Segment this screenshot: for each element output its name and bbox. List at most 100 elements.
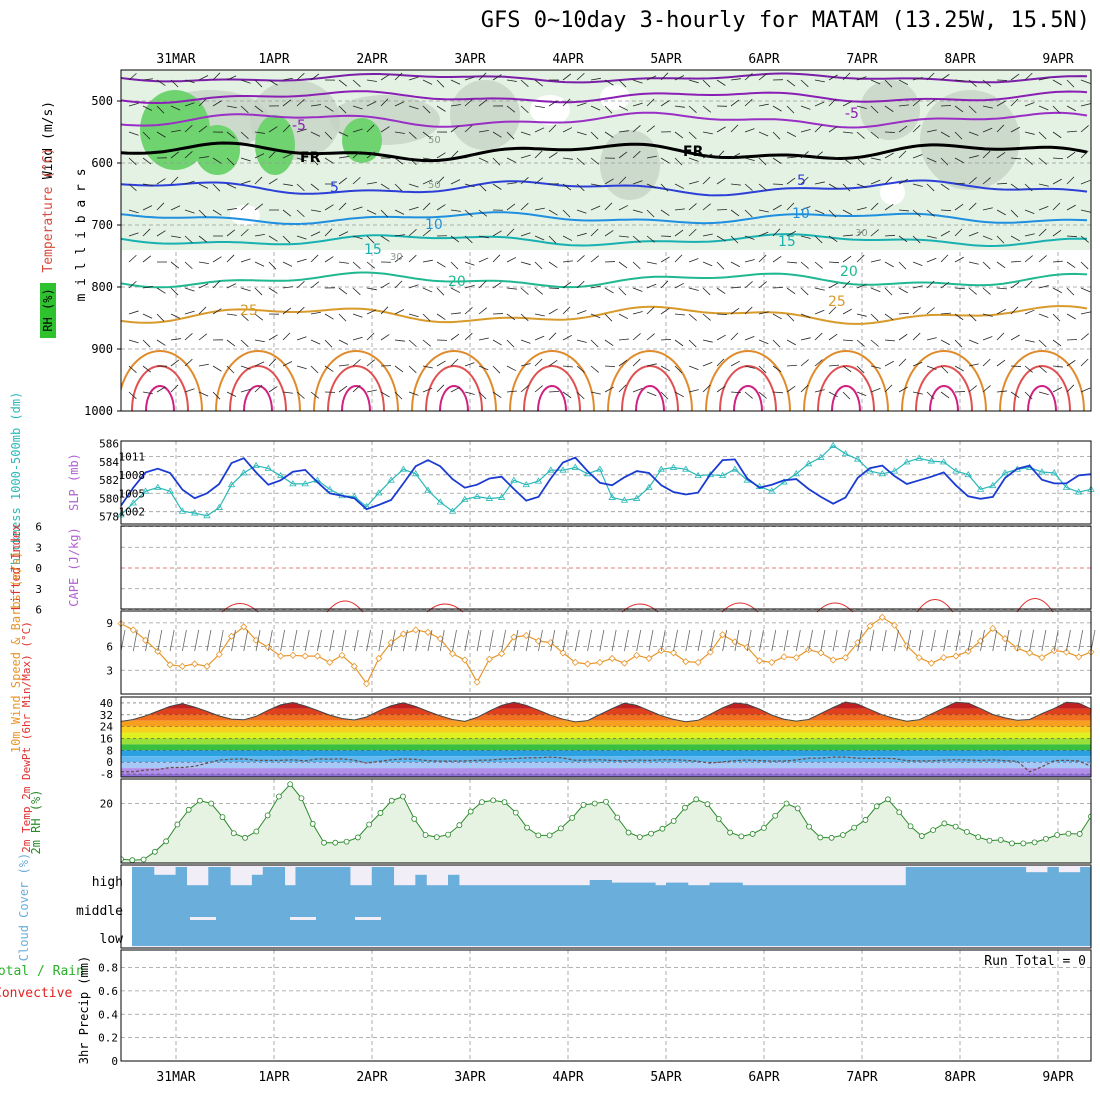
wind-barb <box>310 183 320 191</box>
wind-barb <box>128 365 137 373</box>
cloud-bar-middle <box>349 893 362 921</box>
wind-barb <box>632 125 641 133</box>
cloud-bar-middle <box>883 893 896 921</box>
surface-isotherm <box>229 365 287 411</box>
wind-barb <box>394 391 403 400</box>
wind-barb <box>1066 105 1076 112</box>
cloud-bar-high <box>491 885 504 893</box>
wind-barb <box>968 155 979 159</box>
cloud-bar-low <box>916 921 929 946</box>
wind-barb <box>996 359 1006 367</box>
surface-isotherm <box>537 385 567 411</box>
wind-barb <box>520 202 529 211</box>
wind-speed-point <box>252 636 260 644</box>
wind-barb <box>954 182 965 185</box>
wind-barb <box>702 176 711 185</box>
panel-frame <box>120 778 1092 864</box>
wind-barb <box>912 209 921 217</box>
wind-barb <box>492 157 501 166</box>
wind-barb <box>870 287 881 293</box>
thickness-point <box>326 485 334 492</box>
wind-barb <box>478 365 489 371</box>
isotherm-label: 15 <box>364 242 382 258</box>
wind-barb <box>842 101 853 107</box>
wind-barb <box>758 281 767 289</box>
cloud-gap <box>355 917 381 920</box>
temp-band <box>121 714 1091 721</box>
cloud-bar-middle <box>916 893 929 921</box>
wind-barb <box>142 286 153 289</box>
cloud-bar-middle <box>469 893 482 921</box>
wind-barb <box>576 255 585 263</box>
wind-barb <box>590 285 601 289</box>
wind-barb <box>366 79 377 82</box>
cloud-bar-low <box>731 921 743 946</box>
cloud-bar-low <box>687 921 700 946</box>
wind-barb <box>660 100 670 107</box>
wind-barb <box>226 131 236 139</box>
wind-barb <box>772 131 781 140</box>
wind-barb <box>170 205 181 211</box>
wind-barb <box>156 313 165 322</box>
wind-barb <box>450 287 461 293</box>
wind-barb <box>912 154 923 159</box>
wind-barb <box>1066 151 1076 159</box>
panel-frame <box>120 864 1092 949</box>
wind-speed-point <box>215 650 223 659</box>
wind-barb <box>576 183 585 192</box>
cloud-bar-low <box>491 921 504 946</box>
wind-barb <box>352 287 361 296</box>
wind-speed-point <box>792 654 800 662</box>
rh-point <box>952 823 959 830</box>
wind-barb <box>198 391 209 397</box>
wind-speed-point <box>743 643 751 651</box>
wind-barb <box>520 287 529 295</box>
wind-speed-point <box>461 656 469 664</box>
rh-point <box>603 798 609 805</box>
wind-barb-10m <box>1090 629 1096 652</box>
wind-barb <box>842 365 852 373</box>
cloud-bar-low <box>153 921 166 946</box>
cloud-bar-middle <box>709 893 721 921</box>
wind-barb <box>716 287 726 295</box>
thickness-point <box>927 457 936 464</box>
thickness-tick-label: 584 <box>99 456 119 469</box>
axis-label-wind: Wind (m/s) <box>41 101 56 179</box>
wind-barb <box>800 151 809 159</box>
thickness-point <box>301 480 309 487</box>
cloud-bar-low <box>807 921 820 946</box>
cloud-bar-middle <box>295 893 307 921</box>
cloud-bar-high <box>1069 872 1081 893</box>
wind-barb <box>590 255 599 263</box>
wind-speed-point <box>203 662 211 670</box>
wind-barb <box>184 388 195 393</box>
wind-barb <box>506 390 517 393</box>
wind-speed-point <box>841 654 849 662</box>
wind-barb <box>772 255 782 263</box>
wind-barb <box>898 178 908 185</box>
wind-barb <box>296 365 307 370</box>
wind-barb <box>394 72 403 81</box>
wind-barb <box>744 98 753 107</box>
wind-barb <box>800 79 809 88</box>
thickness-point <box>178 507 187 514</box>
wind-barb <box>884 384 893 393</box>
cloud-bar-high <box>840 885 852 893</box>
cloud-bar-low <box>982 921 994 946</box>
cloud-bar-high <box>132 867 144 893</box>
wind-barb <box>954 131 963 140</box>
cloud-bar-high <box>883 885 896 893</box>
thickness-point <box>276 471 285 479</box>
wind-barb <box>506 287 517 290</box>
cloud-bar-middle <box>491 893 504 921</box>
wind-barb <box>1052 105 1061 114</box>
wind-barb <box>674 229 684 237</box>
thickness-point <box>964 470 972 478</box>
rh-shade-clear <box>880 180 905 205</box>
wind-barb <box>548 359 558 367</box>
wind-barb <box>422 179 433 185</box>
cloud-bar-middle <box>894 893 907 921</box>
cloud-bar-low <box>589 921 602 946</box>
wind-barb <box>268 126 278 133</box>
wind-barb <box>324 105 334 112</box>
